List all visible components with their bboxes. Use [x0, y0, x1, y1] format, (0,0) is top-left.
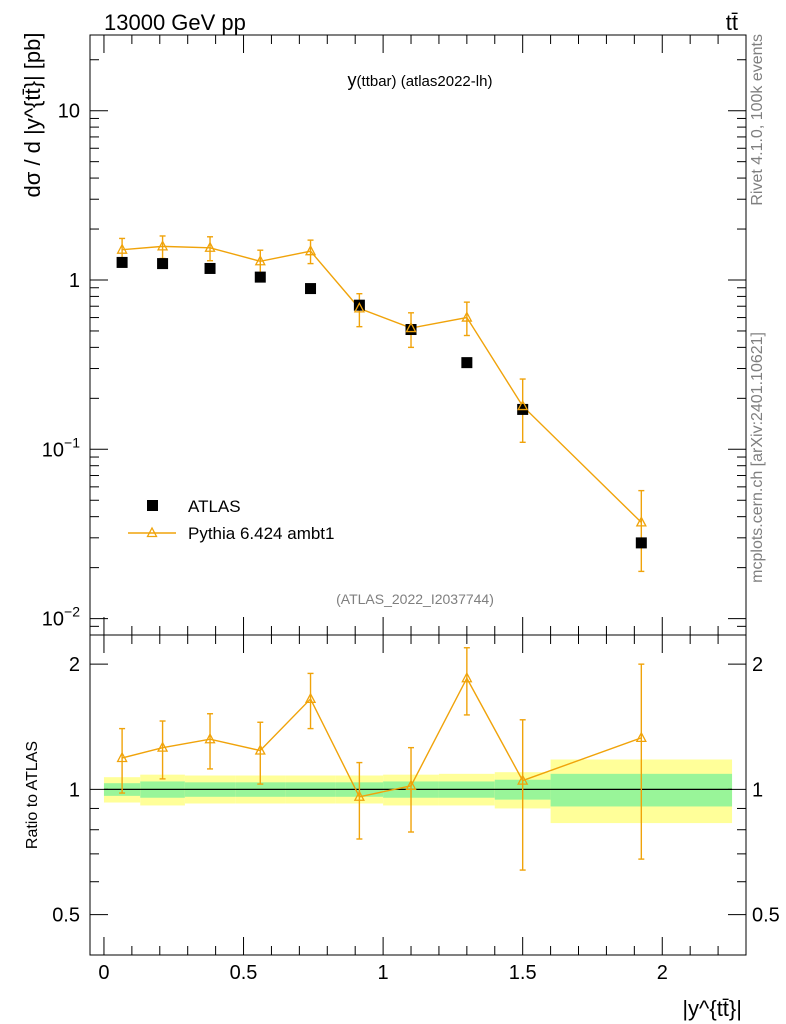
ratio-series: [116, 647, 647, 871]
ratio-axis-title: Ratio to ATLAS: [24, 741, 41, 849]
x-tick-label: 1.5: [509, 962, 537, 984]
ratio-point: [304, 692, 317, 704]
ratio-point: [461, 671, 473, 683]
atlas-point: [254, 271, 266, 283]
pythia-point: [156, 239, 169, 251]
atlas-point: [305, 283, 317, 295]
ratio-tick-label-right: 2: [752, 654, 763, 676]
y-tick-exponent: −2: [64, 604, 80, 620]
pythia-point: [204, 241, 216, 252]
ratio-tick-label: 2: [69, 654, 80, 676]
y-tick-label: 10−2: [42, 604, 80, 631]
ratio-tick-label: 1: [69, 779, 80, 801]
legend-pythia-marker: [146, 526, 158, 538]
y-tick-label: 10: [58, 101, 80, 123]
pythia-line: [122, 245, 642, 523]
analysis-watermark: (ATLAS_2022_I2037744): [336, 591, 494, 607]
rivet-version-label: Rivet 4.1.0, 100k events: [749, 34, 766, 206]
y-tick-base: 10: [58, 101, 80, 123]
atlas-point: [204, 262, 216, 274]
y-tick-label: 10−1: [42, 434, 80, 461]
ratio-point: [635, 731, 647, 743]
header-energy-label: 13000 GeV pp: [104, 10, 246, 35]
main-panel: y(ttbar) (atlas2022-lh) (ATLAS_2022_I203…: [20, 33, 747, 636]
atlas-point: [461, 357, 473, 369]
header-process-label: tt̄: [726, 10, 738, 35]
legend: ATLAS Pythia 6.424 ambt1: [128, 497, 334, 543]
ratio-point: [353, 790, 365, 801]
ratio-uncertainty-bands: [103, 759, 733, 824]
main-series: [116, 235, 647, 573]
y-axis-title: dσ / d |y^{tt̄}| [pb]: [20, 33, 45, 198]
pythia-point: [635, 516, 647, 527]
pythia-point: [461, 311, 473, 322]
ratio-frame: [89, 634, 747, 956]
pythia-point: [304, 244, 317, 256]
pythia-point: [405, 321, 417, 333]
plot-title-sub: (ttbar) (atlas2022-lh): [357, 73, 493, 90]
pythia-point: [116, 243, 128, 254]
y-tick-base: 1: [69, 270, 80, 292]
atlas-point: [635, 537, 647, 549]
pythia-point: [353, 301, 365, 313]
legend-atlas-label: ATLAS: [188, 497, 241, 516]
ratio-point: [405, 779, 417, 790]
ratio-panel: 0.5 0.5 1 1 2 2 Ratio to ATLAS: [24, 634, 780, 956]
x-tick-label: 0: [98, 962, 109, 984]
ratio-y-axis: 0.5 0.5 1 1 2 2: [52, 654, 780, 956]
x-tick-label: 0.5: [230, 962, 258, 984]
y-tick-base: 10: [42, 609, 64, 631]
x-axis-title: |y^{tt̄}|: [682, 996, 742, 1021]
legend-atlas-marker: [147, 500, 158, 511]
ratio-tick-label: 0.5: [52, 905, 80, 927]
ratio-point: [254, 744, 266, 755]
atlas-point: [116, 256, 128, 268]
y-tick-base: 10: [42, 439, 64, 461]
x-tick-label: 2: [657, 962, 668, 984]
ratio-point: [204, 732, 216, 744]
atlas-point: [157, 258, 169, 270]
x-axis: 0 0.5 1 1.5 2: [98, 35, 719, 984]
atlas-point: [353, 299, 365, 311]
ratio-line: [121, 676, 642, 798]
ratio-point: [116, 751, 128, 763]
ratio-point: [517, 774, 529, 785]
plot-title: y(ttbar) (atlas2022-lh): [348, 70, 493, 90]
pythia-point: [517, 399, 529, 411]
main-frame: [89, 34, 747, 636]
legend-pythia-label: Pythia 6.424 ambt1: [188, 524, 334, 543]
plot-title-main: y: [348, 70, 357, 90]
mcplots-label: mcplots.cern.ch [arXiv:2401.10621]: [749, 332, 766, 583]
pythia-point: [254, 254, 266, 266]
y-tick-exponent: −1: [64, 434, 80, 450]
ratio-point: [156, 741, 169, 752]
atlas-point: [405, 324, 417, 336]
y-tick-label: 1: [69, 270, 80, 292]
x-tick-label: 1: [378, 962, 389, 984]
ratio-tick-label-right: 0.5: [752, 905, 780, 927]
ratio-tick-label-right: 1: [752, 779, 763, 801]
